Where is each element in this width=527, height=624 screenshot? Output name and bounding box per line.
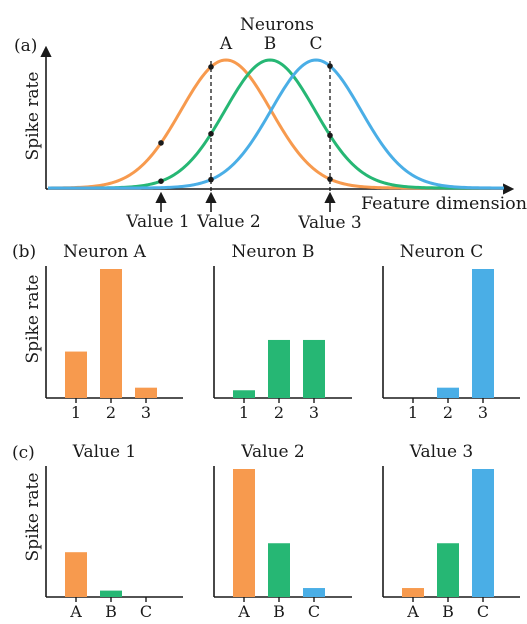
response-dot-value-2-c <box>208 176 214 183</box>
x-tick-label: C <box>308 602 320 621</box>
x-tick-label: A <box>237 602 250 621</box>
curve-label-a: A <box>219 34 233 54</box>
panel-c-ylabel: Spike rate <box>23 473 43 562</box>
panel-c-label: (c) <box>12 443 35 463</box>
bar-3 <box>472 269 494 398</box>
chart-neuron-c: Neuron C 1 2 3 <box>382 242 520 422</box>
x-tick-label: B <box>105 602 117 621</box>
response-dot-value-3-b <box>327 132 333 139</box>
chart-title: Neuron C <box>400 242 484 262</box>
x-tick-label: B <box>273 602 285 621</box>
x-tick-label: 2 <box>443 403 453 422</box>
x-tick-label: 2 <box>274 403 284 422</box>
bar-3 <box>135 387 157 398</box>
bar-1 <box>233 390 255 398</box>
bar-3 <box>303 339 325 398</box>
tuning-curve-c <box>48 58 504 190</box>
x-tick-label: 1 <box>408 403 418 422</box>
bar-a <box>402 588 424 597</box>
bar-a <box>233 469 255 597</box>
chart-title: Value 1 <box>72 442 137 462</box>
chart-title: Neuron B <box>231 242 314 262</box>
curve-label-b: B <box>264 34 277 54</box>
response-dot-value-3-c <box>327 63 333 69</box>
chart-neuron-b: Neuron B 1 2 3 <box>213 242 352 422</box>
tuning-curve-b <box>48 58 504 190</box>
chart-title: Value 2 <box>240 442 305 462</box>
x-tick-label: A <box>69 602 82 621</box>
value-1-label: Value 1 <box>125 212 190 232</box>
x-tick-label: 1 <box>71 403 81 422</box>
panel-b-label: (b) <box>12 242 36 262</box>
curve-label-c: C <box>309 34 322 54</box>
chart-value-2: Value 2 A B C <box>213 442 352 621</box>
value-2-label: Value 2 <box>196 212 261 232</box>
bar-c <box>472 469 494 597</box>
tuning-curves <box>47 58 504 190</box>
response-dot-value-2-a <box>208 64 214 70</box>
panel-a: (a) Neurons Spike rate A B C Value 1 Val… <box>14 15 527 233</box>
panel-c: (c) Spike rate Value 1 A B C Value 2 A B C Val… <box>12 442 520 621</box>
panel-a-xlabel: Feature dimension <box>361 194 527 214</box>
chart-title: Neuron A <box>63 242 147 262</box>
x-tick-label: 2 <box>106 403 116 422</box>
response-dots <box>158 63 333 184</box>
x-tick-label: B <box>442 602 454 621</box>
panel-b-ylabel: Spike rate <box>23 275 43 364</box>
response-dot-value-2-b <box>208 131 214 137</box>
bar-c <box>303 588 325 597</box>
bar-1 <box>65 351 87 398</box>
bar-2 <box>437 387 459 398</box>
response-dot-value-1-a <box>158 140 164 146</box>
value-3-label: Value 3 <box>297 213 362 233</box>
chart-value-1: Value 1 A B C <box>45 442 183 621</box>
chart-neuron-a: Neuron A 1 2 3 <box>45 242 183 422</box>
chart-value-3: Value 3 A B C <box>382 442 520 621</box>
response-dot-value-1-b <box>158 178 164 184</box>
x-tick-label: C <box>477 602 489 621</box>
panel-a-label: (a) <box>14 36 37 56</box>
panel-a-ylabel: Spike rate <box>23 72 43 161</box>
bar-b <box>100 590 122 597</box>
chart-title: Value 3 <box>409 442 474 462</box>
bar-2 <box>100 269 122 398</box>
x-tick-label: 3 <box>309 403 319 422</box>
bar-b <box>268 543 290 597</box>
x-tick-label: 3 <box>478 403 488 422</box>
x-tick-label: A <box>406 602 419 621</box>
bar-b <box>437 543 459 597</box>
x-tick-label: C <box>140 602 152 621</box>
bar-a <box>65 552 87 597</box>
x-tick-label: 1 <box>239 403 249 422</box>
tuning-curve-a <box>47 58 504 190</box>
x-tick-label: 3 <box>141 403 151 422</box>
response-dot-value-3-a <box>327 176 333 182</box>
panel-a-title: Neurons <box>240 15 314 35</box>
panel-b: (b) Spike rate Neuron A 1 2 3 Neuron B 1 2 3 N… <box>12 242 520 422</box>
bar-2 <box>268 339 290 398</box>
